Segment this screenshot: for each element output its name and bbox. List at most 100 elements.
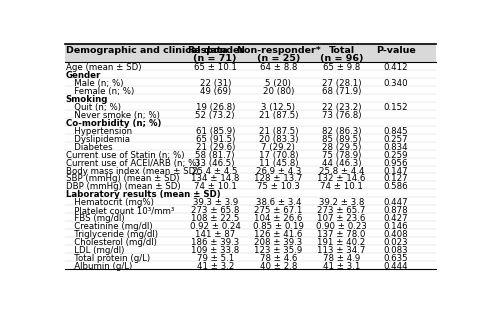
Text: 64 ± 8.8: 64 ± 8.8 <box>260 63 297 72</box>
Text: Albumin (g/L): Albumin (g/L) <box>66 262 132 271</box>
Text: 25.4 ± 4.5: 25.4 ± 4.5 <box>192 166 238 176</box>
Text: 0.92 ± 0.24: 0.92 ± 0.24 <box>190 222 241 231</box>
Text: 65 ± 9.8: 65 ± 9.8 <box>323 63 360 72</box>
Text: 3 (12.5): 3 (12.5) <box>262 103 296 112</box>
Text: 0.152: 0.152 <box>383 103 408 112</box>
Text: 275 ± 67.1: 275 ± 67.1 <box>254 206 302 215</box>
Text: 20 (83.3): 20 (83.3) <box>259 135 298 144</box>
Text: 74 ± 10.1: 74 ± 10.1 <box>320 182 363 191</box>
Text: 33 (46.5): 33 (46.5) <box>195 159 235 168</box>
Text: 0.408: 0.408 <box>383 230 408 239</box>
Text: Current use of Statin (n; %): Current use of Statin (n; %) <box>66 151 184 160</box>
Text: 65 (91.5): 65 (91.5) <box>195 135 235 144</box>
Text: 78 ± 4.9: 78 ± 4.9 <box>323 254 360 263</box>
Text: Total protein (g/L): Total protein (g/L) <box>66 254 150 263</box>
Text: 128 ± 13.7: 128 ± 13.7 <box>254 174 302 183</box>
Text: Body mass index (mean ± SD): Body mass index (mean ± SD) <box>66 166 198 176</box>
Text: 0.85 ± 0.19: 0.85 ± 0.19 <box>253 222 304 231</box>
Text: 0.083: 0.083 <box>383 246 408 255</box>
Text: 109 ± 33.8: 109 ± 33.8 <box>191 246 239 255</box>
Text: 27 (28.1): 27 (28.1) <box>322 79 361 88</box>
Text: Hematocrit (mg%): Hematocrit (mg%) <box>66 198 154 207</box>
Text: 7 (29.2): 7 (29.2) <box>262 143 295 152</box>
Text: Smoking: Smoking <box>66 95 108 104</box>
Text: Diabetes: Diabetes <box>66 143 112 152</box>
Text: 141 ± 87: 141 ± 87 <box>195 230 235 239</box>
Text: 21 (87.5): 21 (87.5) <box>259 111 298 120</box>
Text: 40 ± 2.8: 40 ± 2.8 <box>260 262 297 271</box>
Text: 44 (46.3): 44 (46.3) <box>322 159 361 168</box>
Text: 41 ± 3.2: 41 ± 3.2 <box>197 262 234 271</box>
Text: 49 (69): 49 (69) <box>200 87 231 96</box>
Text: 22 (31): 22 (31) <box>200 79 231 88</box>
Text: 0.878: 0.878 <box>383 206 408 215</box>
Text: SBP (mmHg) (mean ± SD): SBP (mmHg) (mean ± SD) <box>66 174 179 183</box>
Text: 0.147: 0.147 <box>383 166 408 176</box>
Text: (n = 71): (n = 71) <box>193 54 237 63</box>
Text: Triglyceride (mg/dl): Triglyceride (mg/dl) <box>66 230 158 239</box>
Text: 273 ± 65.7: 273 ± 65.7 <box>318 206 366 215</box>
Text: 0.023: 0.023 <box>383 238 408 247</box>
Text: 0.427: 0.427 <box>383 214 408 223</box>
Text: 28 (29.5): 28 (29.5) <box>322 143 361 152</box>
Text: 134 ± 14.8: 134 ± 14.8 <box>191 174 240 183</box>
Text: 0.412: 0.412 <box>383 63 408 72</box>
Text: 58 (81.7): 58 (81.7) <box>195 151 235 160</box>
Text: Age (mean ± SD): Age (mean ± SD) <box>66 63 141 72</box>
Text: 0.447: 0.447 <box>383 198 408 207</box>
Text: 0.146: 0.146 <box>383 222 408 231</box>
Text: 0.834: 0.834 <box>383 143 408 152</box>
Text: 108 ± 22.5: 108 ± 22.5 <box>191 214 240 223</box>
Text: Demographic and clinical data: Demographic and clinical data <box>66 46 227 55</box>
Text: 0.845: 0.845 <box>383 127 408 136</box>
Text: Quit (n; %): Quit (n; %) <box>66 103 121 112</box>
Text: 74 ± 10.1: 74 ± 10.1 <box>194 182 237 191</box>
Text: 137 ± 78.0: 137 ± 78.0 <box>318 230 366 239</box>
Text: 0.586: 0.586 <box>383 182 408 191</box>
Text: (n = 96): (n = 96) <box>320 54 363 63</box>
Text: 20 (80): 20 (80) <box>262 87 294 96</box>
Text: Female (n; %): Female (n; %) <box>66 87 134 96</box>
Text: 82 (86.3): 82 (86.3) <box>322 127 361 136</box>
Text: 107 ± 23.6: 107 ± 23.6 <box>318 214 366 223</box>
Text: 191 ± 40.2: 191 ± 40.2 <box>318 238 366 247</box>
Text: 0.340: 0.340 <box>383 79 408 88</box>
Text: Platelet count 10³/mm³: Platelet count 10³/mm³ <box>66 206 174 215</box>
Text: 0.259: 0.259 <box>383 151 408 160</box>
Text: 65 ± 10.1: 65 ± 10.1 <box>194 63 237 72</box>
Text: 75 ± 10.3: 75 ± 10.3 <box>257 182 300 191</box>
Text: Total: Total <box>329 46 355 55</box>
Text: 21 (87.5): 21 (87.5) <box>259 127 298 136</box>
Text: Gender: Gender <box>66 71 101 80</box>
Text: DBP (mmHg) (mean ± SD): DBP (mmHg) (mean ± SD) <box>66 182 180 191</box>
Text: Creatinine (mg/dl): Creatinine (mg/dl) <box>66 222 152 231</box>
Text: 75 (78.9): 75 (78.9) <box>322 151 361 160</box>
Text: 41 ± 3.1: 41 ± 3.1 <box>323 262 360 271</box>
Text: 5 (20): 5 (20) <box>265 79 291 88</box>
FancyBboxPatch shape <box>65 44 436 62</box>
Text: 85 (89.5): 85 (89.5) <box>322 135 361 144</box>
Text: P-value: P-value <box>375 46 415 55</box>
Text: 208 ± 39.3: 208 ± 39.3 <box>254 238 302 247</box>
Text: 39.2 ± 3.8: 39.2 ± 3.8 <box>319 198 364 207</box>
Text: 123 ± 35.9: 123 ± 35.9 <box>254 246 302 255</box>
Text: 0.444: 0.444 <box>383 262 408 271</box>
Text: 113 ± 34.7: 113 ± 34.7 <box>318 246 366 255</box>
Text: Laboratory results (mean ± SD): Laboratory results (mean ± SD) <box>66 190 221 199</box>
Text: 26.9 ± 4.3: 26.9 ± 4.3 <box>256 166 301 176</box>
Text: 19 (26.8): 19 (26.8) <box>195 103 235 112</box>
Text: Never smoke (n; %): Never smoke (n; %) <box>66 111 160 120</box>
Text: 186 ± 39.3: 186 ± 39.3 <box>191 238 239 247</box>
Text: 273 ± 65.8: 273 ± 65.8 <box>191 206 240 215</box>
Text: 0.127: 0.127 <box>383 174 408 183</box>
Text: (n = 25): (n = 25) <box>257 54 300 63</box>
Text: 126 ± 41.6: 126 ± 41.6 <box>254 230 302 239</box>
Text: 0.90 ± 0.23: 0.90 ± 0.23 <box>316 222 367 231</box>
Text: 79 ± 5.1: 79 ± 5.1 <box>197 254 234 263</box>
Text: Co-morbidity (n; %): Co-morbidity (n; %) <box>66 119 161 128</box>
Text: 0.635: 0.635 <box>383 254 408 263</box>
Text: 39.3 ± 3.9: 39.3 ± 3.9 <box>192 198 238 207</box>
Text: Dyslipidemia: Dyslipidemia <box>66 135 130 144</box>
Text: 78 ± 4.6: 78 ± 4.6 <box>260 254 297 263</box>
Text: FBS (mg/dl): FBS (mg/dl) <box>66 214 124 223</box>
